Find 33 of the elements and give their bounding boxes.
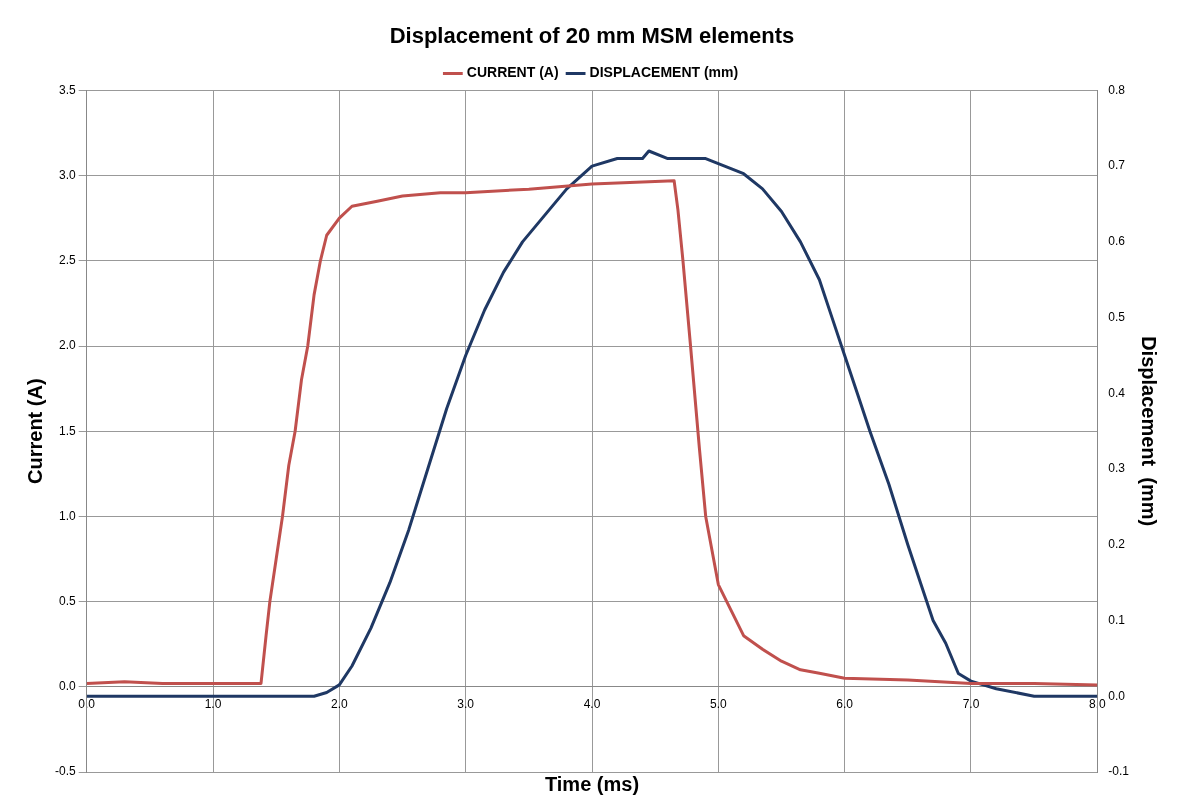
y2-tick-label: 0.5 [1108, 309, 1126, 324]
y2-tick-label: 0.4 [1108, 385, 1126, 400]
y-tick-label: 2.5 [58, 253, 76, 268]
y-tick-label: -0.5 [54, 764, 76, 779]
x-tick-label: 8.0 [1088, 697, 1106, 712]
y2-tick-label: -0.1 [1108, 764, 1130, 779]
y-tick-label: 0.5 [58, 593, 76, 608]
x-tick-label: 7.0 [962, 697, 980, 712]
y-tick-label: 3.5 [58, 82, 76, 97]
x-tick-label: 0.0 [78, 697, 96, 712]
y2-axis-title: Displacement (mm) [1138, 336, 1161, 527]
x-tick-label: 3.0 [457, 697, 475, 712]
y-tick-label: 3.0 [58, 167, 76, 182]
y2-tick-label: 0.2 [1108, 537, 1126, 552]
x-tick-label: 6.0 [836, 697, 854, 712]
y2-tick-label: 0.7 [1108, 158, 1126, 173]
chart-title: Displacement of 20 mm MSM elements [389, 23, 795, 49]
y2-tick-label: 0.3 [1108, 461, 1126, 476]
legend-label: DISPLACEMENT (mm) [589, 64, 739, 81]
x-axis-title: Time (ms) [544, 772, 640, 795]
x-tick-label: 2.0 [331, 697, 348, 712]
y2-tick-label: 0.1 [1108, 612, 1126, 627]
y2-tick-label: 0.8 [1108, 82, 1126, 97]
x-tick-label: 4.0 [583, 697, 601, 712]
y2-tick-label: 0.6 [1108, 234, 1126, 249]
x-tick-label: 1.0 [204, 697, 222, 712]
y-tick-label: 2.0 [58, 338, 76, 353]
y-axis-title: Current (A) [23, 378, 46, 484]
y-tick-label: 1.5 [58, 423, 76, 438]
x-tick-label: 5.0 [709, 697, 727, 712]
y-tick-label: 0.0 [58, 679, 76, 694]
y-tick-label: 1.0 [58, 508, 76, 523]
legend-label: CURRENT (A) [466, 64, 559, 81]
